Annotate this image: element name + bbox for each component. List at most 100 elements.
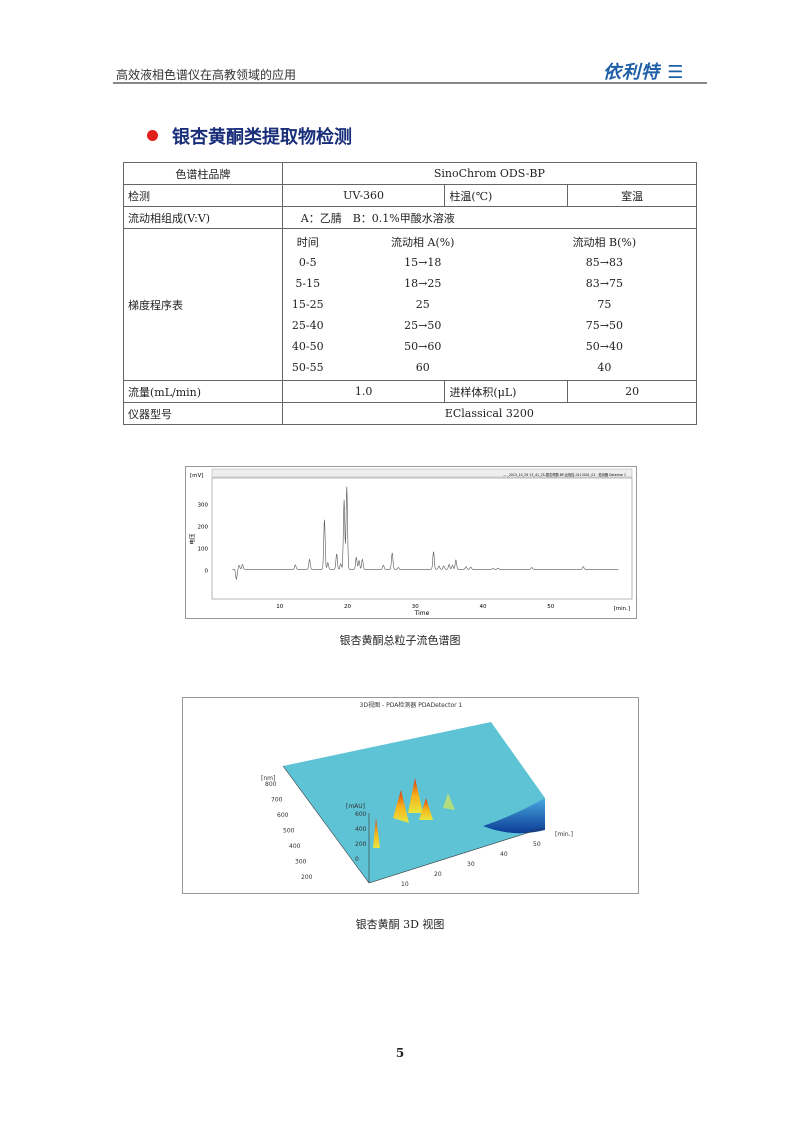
y-unit: [mV] xyxy=(190,473,203,479)
time-unit: [min.] xyxy=(555,831,573,838)
chromatogram-caption: 银杏黄酮总粒子流色谱图 xyxy=(339,634,461,647)
gradient-cell: 75→50 xyxy=(585,319,623,332)
time-tick-label: 30 xyxy=(467,861,475,868)
gradient-cell: 15-25 xyxy=(291,298,324,311)
cell: UV-360 xyxy=(281,184,446,207)
y-tick-label: 300 xyxy=(198,502,209,508)
gradient-cell: 50→60 xyxy=(404,340,442,353)
cell: 20 xyxy=(567,380,697,403)
x-tick-label: 40 xyxy=(479,604,486,610)
y-tick-label: 100 xyxy=(198,546,209,552)
cell: 柱温(℃) xyxy=(444,184,569,207)
gradient-cell: 40-50 xyxy=(291,340,324,353)
wavelength-tick-label: 400 xyxy=(289,843,301,850)
intensity-tick-label: 400 xyxy=(355,826,367,833)
time-tick-label: 10 xyxy=(401,881,409,888)
x-tick-label: 10 xyxy=(276,604,283,610)
wavelength-tick-label: 800 xyxy=(265,781,277,788)
gradient-cell: 40 xyxy=(597,361,612,374)
gradient-header: 流动相 B(%) xyxy=(572,235,637,249)
y-tick-label: 0 xyxy=(205,568,209,574)
gradient-header: 流动相 A(%) xyxy=(391,235,455,249)
wavelength-tick-label: 600 xyxy=(277,812,289,819)
cell: 流动相组成(V:V) xyxy=(123,206,283,229)
gradient-cell: 5-15 xyxy=(295,277,321,290)
gradient-cell: 85→83 xyxy=(585,256,623,269)
cell: 流量(mL/min) xyxy=(123,380,283,403)
cell: 检测 xyxy=(123,184,283,207)
time-tick-label: 20 xyxy=(434,871,442,878)
wavelength-unit: [nm] xyxy=(261,775,275,782)
header-divider xyxy=(113,82,707,84)
intensity-tick-label: 200 xyxy=(355,841,367,848)
chromatogram-figure: [mV] — _2015_10_29 13_41_25-银杏黄酮-BP-反相柱-0… xyxy=(185,466,637,619)
3d-title: 3D视图 - PDA检测器 PDADetector 1 xyxy=(360,701,463,709)
cell: 梯度程序表 xyxy=(123,228,283,381)
gradient-row: 50-55 60 40 xyxy=(283,357,696,378)
table-row: 流量(mL/min) 1.0 进样体积(μL) 20 xyxy=(123,380,697,403)
intensity-unit: [mAU] xyxy=(346,803,365,810)
wavelength-tick-label: 700 xyxy=(271,797,283,804)
gradient-cell: 50→40 xyxy=(585,340,623,353)
cell: 1.0 xyxy=(281,380,446,403)
gradient-cell: 60 xyxy=(415,361,430,374)
gradient-row: 5-15 18→25 83→75 xyxy=(283,273,696,294)
3d-surface-chart: 3D视图 - PDA检测器 PDADetector 1 [nm]800 700 60… xyxy=(261,701,573,888)
y-tick-label: 200 xyxy=(198,524,209,530)
gradient-table: 时间 流动相 A(%) 流动相 B(%) 0-5 15→18 85→83 5-15 18→2… xyxy=(283,231,696,378)
gradient-header: 时间 xyxy=(296,235,319,249)
table-row: 仪器型号 EClassical 3200 xyxy=(123,402,698,425)
wavelength-tick-label: 300 xyxy=(295,859,307,866)
surface-tail xyxy=(483,798,545,834)
gradient-row: 15-25 25 75 xyxy=(283,294,696,315)
gradient-cell: 83→75 xyxy=(585,277,623,290)
gradient-cell: 25 xyxy=(415,298,430,311)
page-number: 5 xyxy=(395,1046,405,1060)
gradient-cell: 50-55 xyxy=(291,361,324,374)
intensity-tick-label: 0 xyxy=(355,856,359,863)
x-unit: [min.] xyxy=(614,606,630,612)
time-tick-label: 50 xyxy=(533,841,541,848)
method-table: 色谱柱品牌 SinoChrom ODS-BP 检测 UV-360 柱温(℃) 室温 流动… xyxy=(123,162,698,425)
3d-view-figure: 3D视图 - PDA检测器 PDADetector 1 [nm] 800 700 60… xyxy=(182,697,639,894)
x-tick-label: 20 xyxy=(344,604,351,610)
time-tick-label: 40 xyxy=(500,851,508,858)
cell: A：乙腈 B：0.1%甲酸水溶液 xyxy=(281,206,698,229)
gradient-row: 25-40 25→50 75→50 xyxy=(283,315,696,336)
cell: 仪器型号 xyxy=(123,402,283,425)
3d-axes xyxy=(282,765,544,884)
bullet-icon xyxy=(147,130,158,141)
cell: 进样体积(μL) xyxy=(444,380,569,403)
gradient-cell: 75 xyxy=(597,298,612,311)
gradient-cell: 25-40 xyxy=(291,319,324,332)
gradient-cell: 0-5 xyxy=(298,256,317,269)
cell: 色谱柱品牌 xyxy=(123,162,283,185)
intensity-tick-label: 600 xyxy=(355,811,367,818)
chromatogram-chart: [mV] — _2015_10_29 13_41_25-银杏黄酮-BP-反相柱-0… xyxy=(188,468,633,617)
x-tick-label: 30 xyxy=(412,604,419,610)
table-row: 流动相组成(V:V) A：乙腈 B：0.1%甲酸水溶液 xyxy=(123,206,698,229)
running-header: 高效液相色谱仪在高教领域的应用 xyxy=(116,68,297,82)
cell: EClassical 3200 xyxy=(281,402,698,425)
gradient-cell: 25→50 xyxy=(404,319,442,332)
chromatogram-trace xyxy=(232,486,619,581)
plot-toolbar xyxy=(211,468,633,478)
gradient-cell: 18→25 xyxy=(404,277,442,290)
wavelength-tick-label: 500 xyxy=(283,828,295,835)
x-axis-label: Time xyxy=(414,610,430,617)
section-title: 银杏黄酮类提取物检测 xyxy=(172,127,352,148)
wavelength-tick-label: 200 xyxy=(301,874,313,881)
x-tick-label: 50 xyxy=(547,604,554,610)
cell: SinoChrom ODS-BP xyxy=(281,162,698,185)
y-axis-label: 电压 xyxy=(188,533,196,545)
gradient-cell: 15→18 xyxy=(404,256,442,269)
surface-peaks xyxy=(373,778,455,848)
gradient-row: 0-5 15→18 85→83 xyxy=(283,252,696,273)
gradient-row: 40-50 50→60 50→40 xyxy=(283,336,696,357)
table-row: 梯度程序表 时间 流动相 A(%) 流动相 B(%) 0-5 15→18 85→83 5-… xyxy=(123,228,698,381)
3d-view-caption: 银杏黄酮 3D 视图 xyxy=(355,918,445,931)
brand-logo: 依利特 ☰ xyxy=(603,62,685,83)
legend-entry: — _2015_10_29 13_41_25-银杏黄酮-BP-反相柱-01130… xyxy=(503,472,626,477)
cell: 室温 xyxy=(567,184,697,207)
